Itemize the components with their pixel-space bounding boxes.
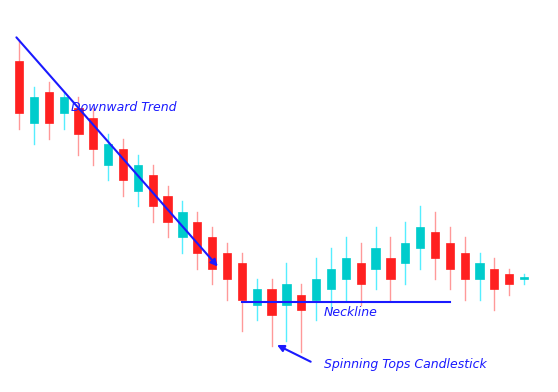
Text: Neckline: Neckline — [324, 306, 377, 319]
Bar — [253, 289, 261, 305]
Text: Spinning Tops Candlestick: Spinning Tops Candlestick — [324, 358, 487, 371]
Bar — [60, 98, 68, 113]
Bar — [357, 263, 365, 284]
Bar — [74, 108, 83, 134]
Bar — [267, 289, 276, 315]
Bar — [30, 98, 38, 123]
Bar — [208, 238, 217, 269]
Bar — [148, 175, 157, 206]
Bar — [282, 284, 291, 305]
Bar — [104, 144, 112, 165]
Bar — [312, 279, 320, 300]
Bar — [401, 243, 410, 263]
Text: Downward Trend: Downward Trend — [71, 102, 176, 114]
Bar — [15, 61, 23, 113]
Bar — [431, 232, 439, 258]
Bar — [520, 277, 528, 279]
Bar — [89, 118, 98, 149]
Bar — [386, 258, 395, 279]
Bar — [416, 227, 424, 248]
Bar — [341, 258, 350, 279]
Bar — [297, 294, 305, 310]
Bar — [45, 92, 53, 123]
Bar — [179, 212, 186, 238]
Bar — [193, 222, 201, 253]
Bar — [490, 269, 498, 289]
Bar — [119, 149, 127, 180]
Bar — [327, 269, 335, 289]
Bar — [372, 248, 379, 269]
Bar — [238, 263, 246, 300]
Bar — [163, 196, 172, 222]
Bar — [505, 274, 513, 284]
Bar — [475, 263, 484, 279]
Bar — [134, 165, 142, 191]
Bar — [223, 253, 231, 279]
Bar — [446, 243, 454, 269]
Bar — [460, 253, 469, 279]
